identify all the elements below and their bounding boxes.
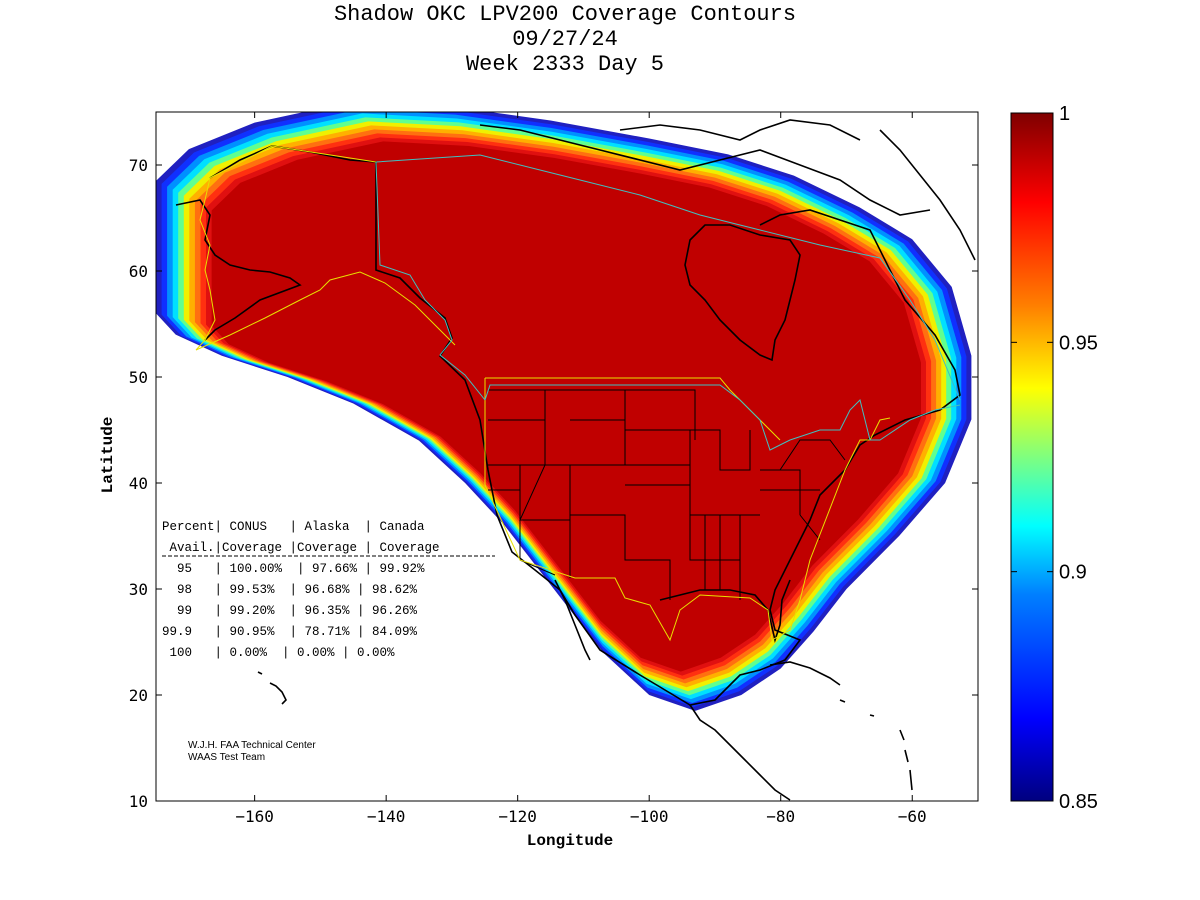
table-row: 95 | 100.00% | 97.66% | 99.92% <box>162 562 425 576</box>
x-tick-label: −60 <box>898 807 927 826</box>
colorbar-tick-label: 0.9 <box>1059 562 1087 584</box>
y-tick-label: 40 <box>129 474 148 493</box>
y-tick-label: 70 <box>129 156 148 175</box>
credit-line-2: WAAS Test Team <box>188 752 265 763</box>
table-header-1: Percent| CONUS | Alaska | Canada <box>162 520 425 534</box>
credit-line-1: W.J.H. FAA Technical Center <box>188 740 316 751</box>
chart-title: Shadow OKC LPV200 Coverage Contours <box>333 2 797 27</box>
x-tick-label: −80 <box>766 807 795 826</box>
table-row: 99.9 | 90.95% | 78.71% | 84.09% <box>162 625 418 639</box>
colorbar-ticks: 1 0.95 0.9 0.85 <box>1011 103 1098 813</box>
y-tick-label: 10 <box>129 792 148 811</box>
x-tick-label: −120 <box>498 807 537 826</box>
x-tick-label: −100 <box>630 807 669 826</box>
colorbar-tick-label: 1 <box>1059 103 1070 125</box>
y-tick-label: 20 <box>129 686 148 705</box>
coverage-contours <box>156 112 972 711</box>
plot-frame <box>155 111 979 802</box>
x-tick-label: −160 <box>235 807 274 826</box>
coverage-table: Percent| CONUS | Alaska | Canada Avail.|… <box>162 520 495 660</box>
table-header-2: Avail.|Coverage |Coverage | Coverage <box>162 541 440 555</box>
y-tick-label: 30 <box>129 580 148 599</box>
fir-boundaries-cyan <box>375 154 961 451</box>
table-row: 99 | 99.20% | 96.35% | 96.26% <box>162 604 418 618</box>
fir-boundaries-yellow <box>195 145 891 642</box>
chart-date: 09/27/24 <box>512 27 618 52</box>
colorbar <box>1010 112 1054 802</box>
colorbar-tick-label: 0.85 <box>1059 791 1098 813</box>
y-axis-label: Latitude <box>99 417 117 494</box>
table-row: 100 | 0.00% | 0.00% | 0.00% <box>162 646 395 660</box>
x-axis-label: Longitude <box>527 832 613 850</box>
x-tick-label: −140 <box>367 807 406 826</box>
axis-ticks: −160 −140 −120 −100 −80 −60 10 20 30 40 50 60 70 <box>129 112 978 826</box>
y-tick-label: 50 <box>129 368 148 387</box>
colorbar-tick-label: 0.95 <box>1059 332 1098 354</box>
state-boundaries <box>488 389 846 600</box>
y-tick-label: 60 <box>129 262 148 281</box>
table-row: 98 | 99.53% | 96.68% | 98.62% <box>162 583 418 597</box>
chart-week-day: Week 2333 Day 5 <box>465 52 665 77</box>
